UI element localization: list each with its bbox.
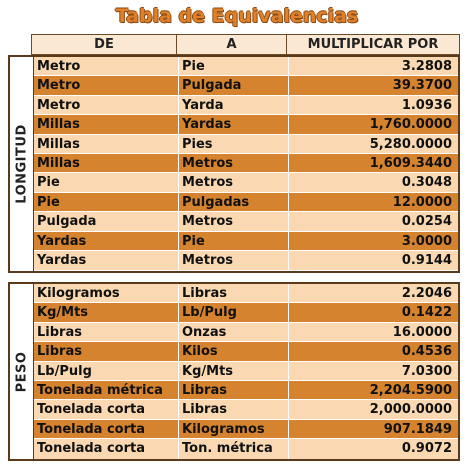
cell-to: Metros [179, 250, 289, 271]
cell-from: Kilogramos [34, 284, 179, 303]
cell-factor: 1.0936 [401, 97, 452, 113]
section-label-cell: LONGITUD [10, 57, 34, 271]
section-rows: Kilogramos Libras 2.2046 Kg/Mts Lb/Pulg 0.142… [34, 284, 458, 459]
section-peso: PESO Kilogramos Libras 2.2046 Kg/Mts Lb/Pulg… [8, 282, 460, 461]
cell-factor: 39.3700 [392, 78, 452, 94]
cell-factor: 5,280.0000 [369, 136, 452, 152]
table-row: Kilogramos Libras 2.2046 [34, 284, 458, 304]
cell-to: Pulgada [179, 76, 289, 95]
cell-to: Libras [179, 380, 289, 400]
cell-factor: 16.0000 [392, 324, 452, 340]
cell-factor: 1,760.0000 [369, 117, 452, 133]
table-row: Metro Pie 3.2808 [34, 57, 458, 77]
section-label: LONGITUD [14, 124, 29, 204]
cell-from: Metro [34, 76, 179, 95]
table-row: Tonelada métrica Libras 2,204.5900 [34, 380, 458, 401]
cell-to: Pies [179, 134, 289, 153]
cell-from: Lb/Pulg [34, 361, 179, 380]
cell-from: Yardas [34, 231, 179, 250]
cell-to: Ton. métrica [179, 439, 289, 459]
cell-from: Libras [34, 322, 179, 342]
cell-factor: 2.2046 [401, 286, 452, 301]
cell-factor: 2,204.5900 [369, 382, 452, 398]
table-row: Pulgada Metros 0.0254 [34, 212, 458, 232]
cell-factor: 12.0000 [392, 194, 452, 210]
table-row: Tonelada corta Ton. métrica 0.9072 [34, 439, 458, 459]
cell-to: Metros [179, 212, 289, 231]
cell-factor: 3.2808 [401, 59, 452, 74]
cell-factor: 3.0000 [401, 233, 452, 249]
cell-to: Metros [179, 153, 289, 173]
cell-from: Millas [34, 115, 179, 134]
cell-to: Libras [179, 284, 289, 303]
cell-to: Pie [179, 57, 289, 76]
page-title: Tabla de Equivalencias [115, 5, 359, 27]
cell-from: Tonelada corta [34, 439, 179, 459]
cell-to: Pulgadas [179, 192, 289, 212]
cell-to: Kilos [179, 342, 289, 361]
cell-from: Metro [34, 95, 179, 115]
header-from: DE [32, 35, 177, 54]
table-row: Metro Pulgada 39.3700 [34, 76, 458, 96]
cell-from: Tonelada corta [34, 400, 179, 419]
table-row: Libras Onzas 16.0000 [34, 322, 458, 343]
cell-from: Millas [34, 153, 179, 173]
table-row: Kg/Mts Lb/Pulg 0.1422 [34, 303, 458, 323]
section-label-cell: PESO [10, 284, 34, 459]
table-row: Yardas Pie 3.0000 [34, 231, 458, 251]
header-to: A [177, 35, 287, 54]
cell-factor: 7.0300 [401, 363, 452, 379]
section-rows: Metro Pie 3.2808 Metro Pulgada 39.3700 Metro Ya… [34, 57, 458, 271]
cell-to: Kg/Mts [179, 361, 289, 380]
table-row: Millas Pies 5,280.0000 [34, 134, 458, 154]
cell-factor: 2,000.0000 [369, 402, 452, 418]
cell-from: Pie [34, 192, 179, 212]
cell-from: Millas [34, 134, 179, 153]
section-label: PESO [14, 351, 29, 392]
cell-to: Libras [179, 400, 289, 419]
cell-from: Tonelada métrica [34, 380, 179, 400]
table-row: Tonelada corta Kilogramos 907.1849 [34, 419, 458, 440]
cell-from: Pulgada [34, 212, 179, 231]
cell-from: Libras [34, 342, 179, 361]
table-row: Libras Kilos 0.4536 [34, 342, 458, 362]
cell-to: Onzas [179, 322, 289, 342]
cell-from: Kg/Mts [34, 303, 179, 322]
table-row: Yardas Metros 0.9144 [34, 250, 458, 271]
cell-factor: 0.0254 [401, 214, 452, 230]
cell-to: Lb/Pulg [179, 303, 289, 322]
cell-factor: 907.1849 [383, 421, 452, 437]
table-row: Pie Metros 0.3048 [34, 173, 458, 193]
cell-factor: 0.3048 [401, 175, 452, 191]
cell-from: Tonelada corta [34, 419, 179, 439]
cell-to: Yardas [179, 115, 289, 134]
cell-factor: 0.9072 [401, 441, 452, 457]
cell-factor: 0.9144 [401, 252, 452, 268]
header-multiply: MULTIPLICAR POR [307, 37, 439, 52]
cell-factor: 0.4536 [401, 344, 452, 360]
table-header: DE A MULTIPLICAR POR [31, 34, 460, 55]
table-row: Lb/Pulg Kg/Mts 7.0300 [34, 361, 458, 381]
cell-from: Pie [34, 173, 179, 192]
section-longitud: LONGITUD Metro Pie 3.2808 Metro Pulgada 39.37… [8, 55, 460, 273]
table-row: Millas Yardas 1,760.0000 [34, 115, 458, 135]
cell-factor: 0.1422 [401, 305, 452, 321]
table-row: Millas Metros 1,609.3440 [34, 153, 458, 174]
table-row: Pie Pulgadas 12.0000 [34, 192, 458, 213]
cell-to: Metros [179, 173, 289, 192]
table-row: Metro Yarda 1.0936 [34, 95, 458, 116]
cell-to: Yarda [179, 95, 289, 115]
cell-to: Pie [179, 231, 289, 250]
cell-to: Kilogramos [179, 419, 289, 439]
table-row: Tonelada corta Libras 2,000.0000 [34, 400, 458, 420]
cell-from: Metro [34, 57, 179, 76]
cell-factor: 1,609.3440 [369, 155, 452, 171]
cell-from: Yardas [34, 250, 179, 271]
